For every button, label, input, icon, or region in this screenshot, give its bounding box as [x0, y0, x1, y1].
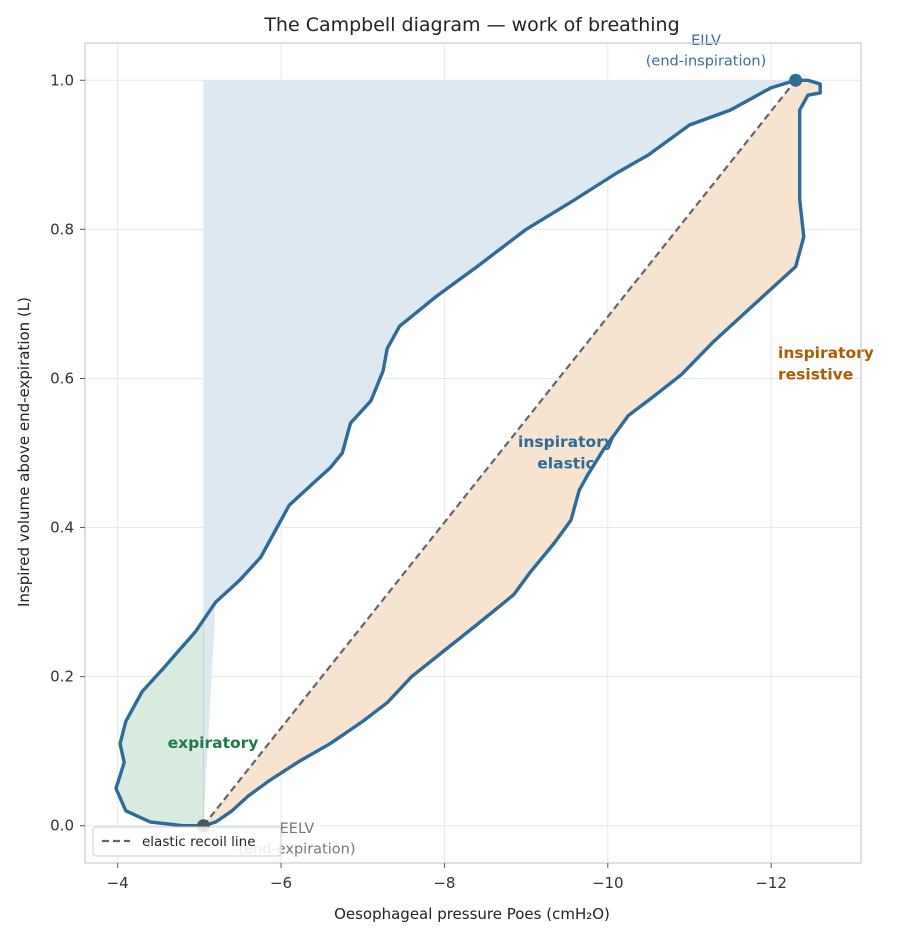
data-lines [114, 73, 822, 833]
plot-frame [84, 42, 862, 864]
y-axis-label: Inspired volume above end-expiration (L) [15, 297, 33, 607]
axes: −4 −6 −8 −10 −12 0.0 0.2 0.4 0.6 0.8 1.0 [50, 42, 862, 892]
x-tick-label: −4 [107, 874, 129, 892]
legend-box [92, 826, 282, 857]
expiratory-work-region [116, 620, 204, 826]
x-tick-label: −8 [433, 874, 455, 892]
elastic-recoil-line [202, 79, 797, 827]
y-tick-label: 0.6 [50, 369, 74, 387]
elastic-work-region [203, 80, 796, 826]
y-tick-label: 1.0 [50, 71, 74, 89]
x-tick-label: −6 [270, 874, 292, 892]
legend-label-elastic-recoil: elastic recoil line [142, 834, 256, 850]
x-tick-label: −10 [592, 874, 624, 892]
y-tick-label: 0.0 [50, 817, 74, 835]
inspiration-limb [202, 78, 822, 828]
x-axis-label: Oesophageal pressure Poes (cmH₂O) [334, 905, 610, 923]
y-tick-label: 0.8 [50, 220, 74, 238]
region-fills [116, 80, 821, 826]
inspiratory-resistive-label: inspiratory resistive [778, 344, 874, 384]
expiratory-label: expiratory [168, 734, 259, 752]
resistive-work-region [203, 80, 821, 826]
chart-title: The Campbell diagram — work of breathing [263, 14, 679, 36]
eilv-marker [789, 73, 803, 87]
expiration-limb [114, 78, 797, 828]
eilv-annotation: EILV (end-inspiration) [646, 33, 767, 69]
x-tick-label: −12 [755, 874, 787, 892]
legend: elastic recoil line [92, 826, 282, 857]
y-tick-label: 0.2 [50, 668, 74, 686]
inspiratory-elastic-label: inspiratory elastic [518, 433, 614, 473]
y-tick-label: 0.4 [50, 519, 74, 537]
